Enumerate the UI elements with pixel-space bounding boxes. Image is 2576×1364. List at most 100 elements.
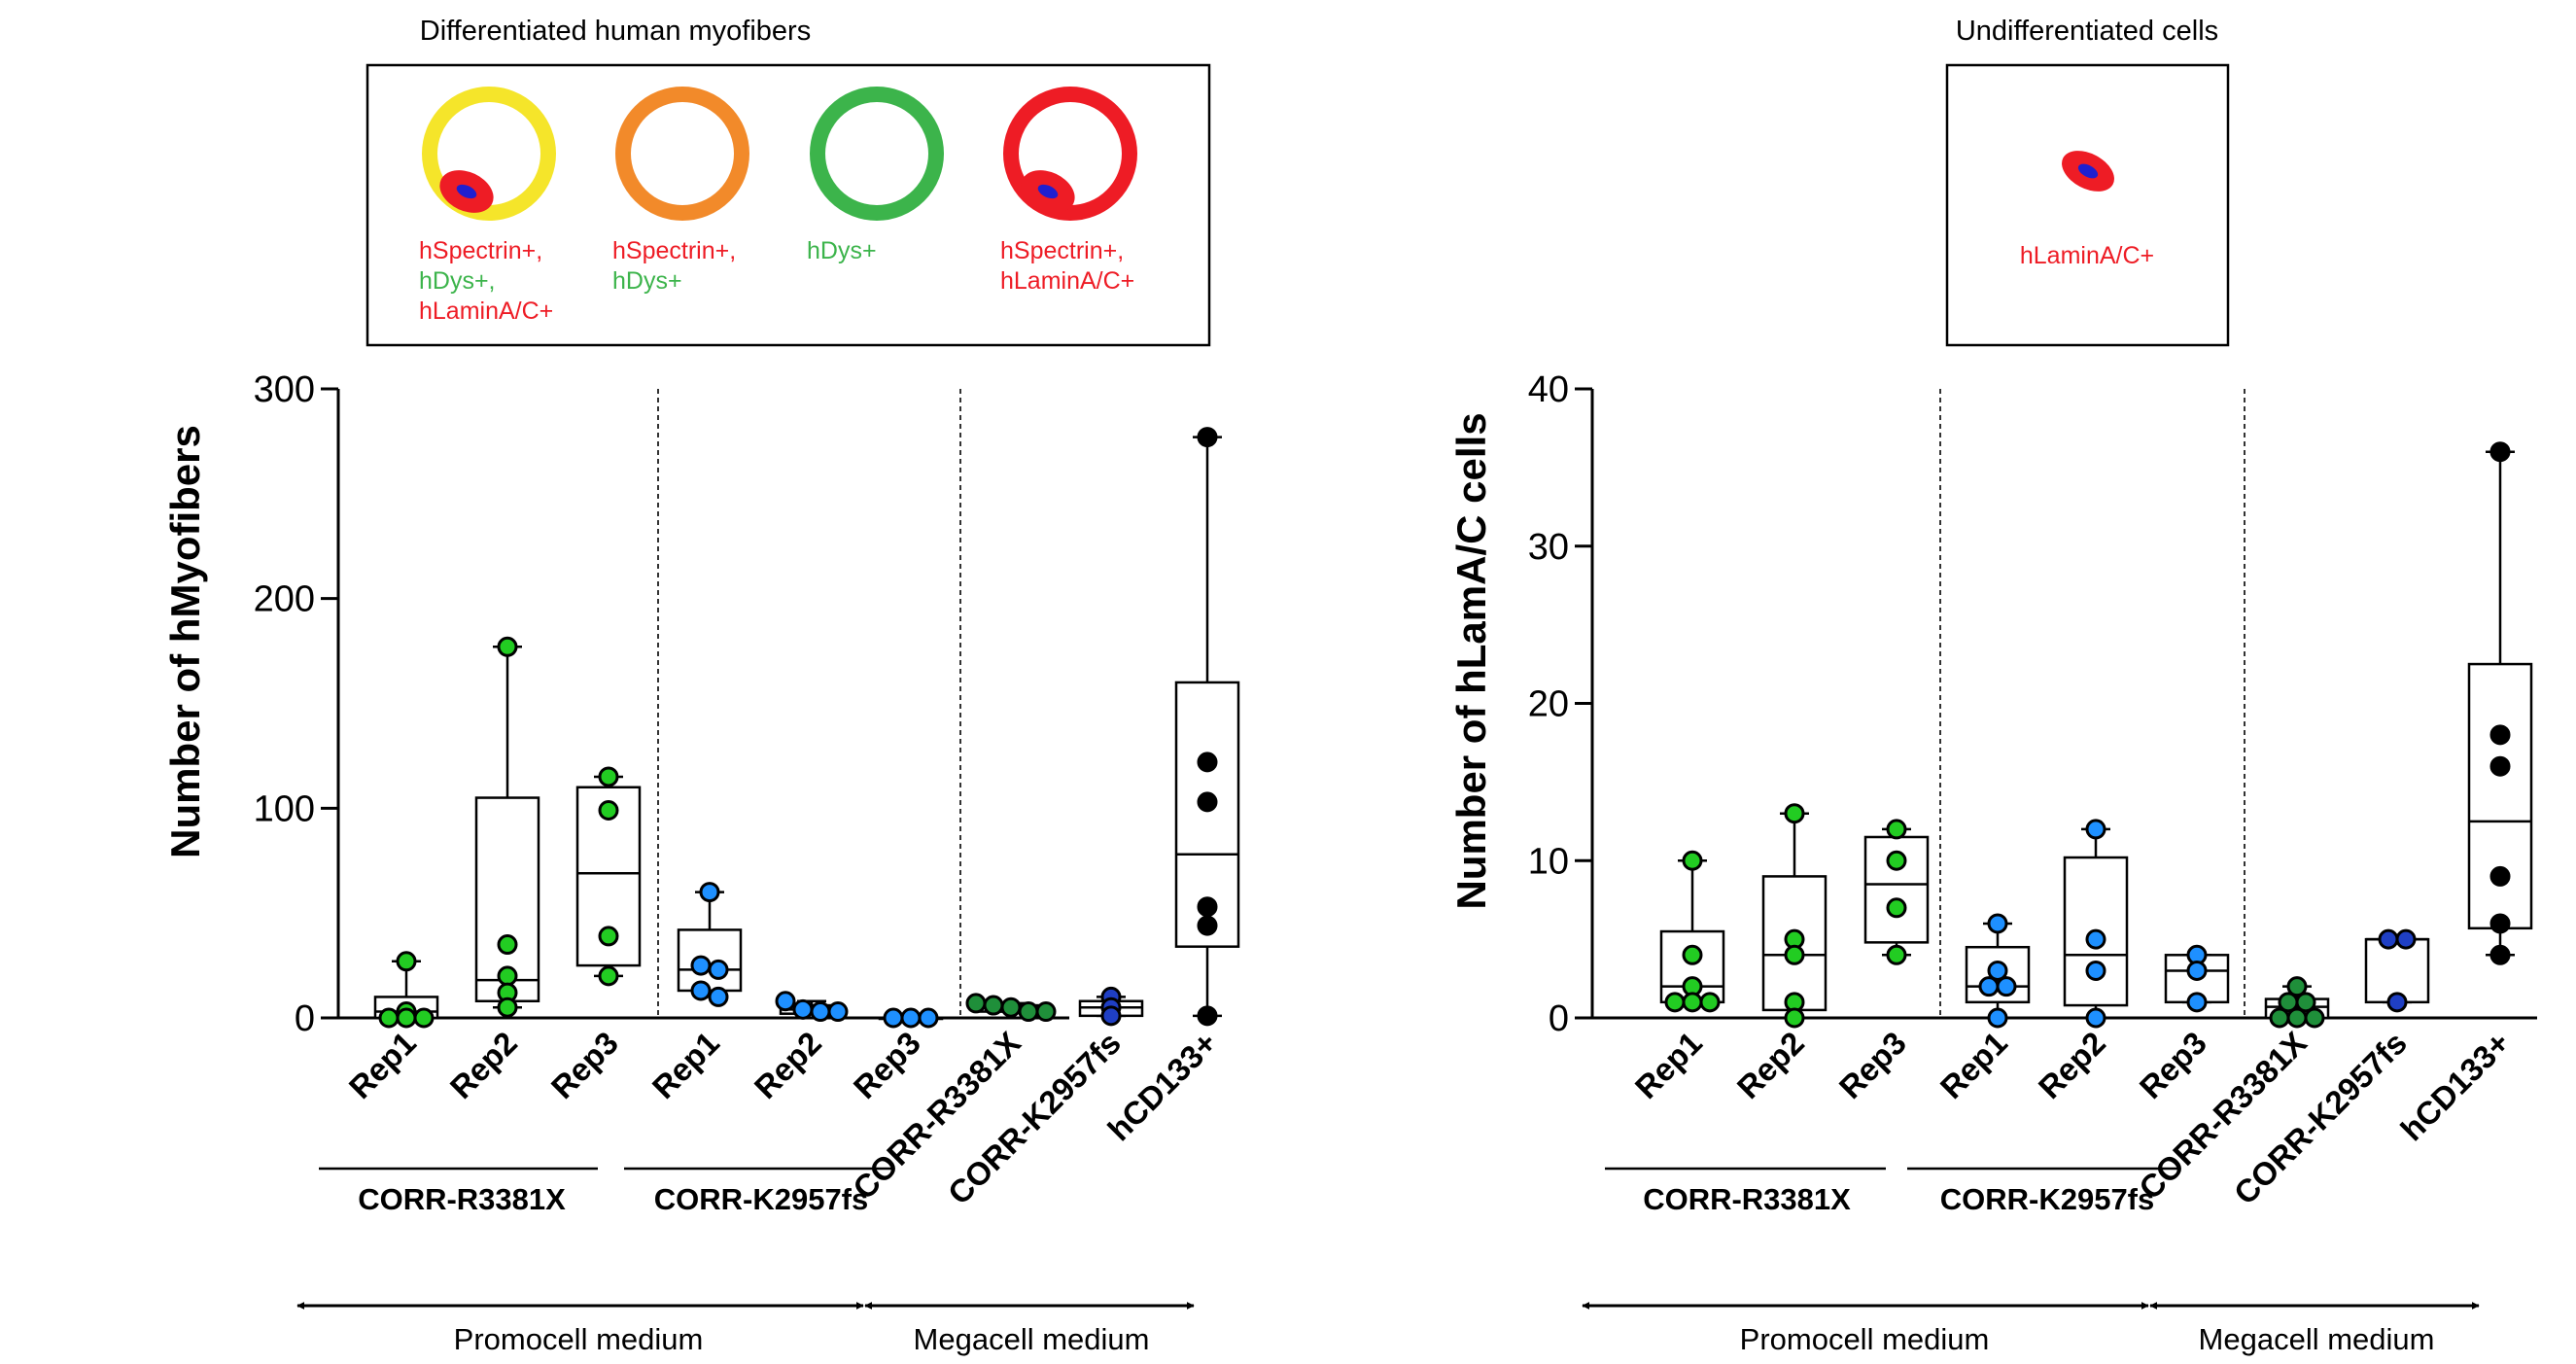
data-point xyxy=(1886,897,1907,919)
box-series xyxy=(1863,819,1930,965)
x-tick-label: CORR-K2957fs xyxy=(941,1025,1128,1211)
data-point xyxy=(1784,944,1805,965)
data-point xyxy=(2489,755,2511,777)
y-tick-label: 30 xyxy=(1528,527,1569,568)
data-point xyxy=(883,1007,904,1029)
data-point xyxy=(1197,1005,1218,1027)
box xyxy=(1174,681,1240,948)
data-point xyxy=(2286,976,2308,997)
y-axis-label: Number of hLamA/C cells xyxy=(1448,412,1494,909)
data-point xyxy=(1987,913,2008,934)
y-tick-label: 0 xyxy=(295,998,315,1039)
box-series xyxy=(2364,928,2430,1013)
data-point xyxy=(598,799,619,821)
data-point xyxy=(1100,1005,1122,1027)
data-point xyxy=(1886,850,1907,871)
promocell-label: Promocell medium xyxy=(1740,1322,1990,1356)
x-tick-label: Rep1 xyxy=(1628,1025,1709,1105)
box-series xyxy=(373,951,439,1029)
data-point xyxy=(2395,928,2417,950)
x-tick-label: Rep2 xyxy=(748,1025,828,1105)
x-tick-label: CORR-R3381X xyxy=(2132,1025,2314,1207)
data-point xyxy=(708,986,729,1007)
data-point xyxy=(1699,992,1721,1013)
data-point xyxy=(2304,1007,2325,1029)
cell-icon xyxy=(2062,151,2114,192)
data-point xyxy=(699,882,720,903)
box xyxy=(2364,937,2430,1004)
data-point xyxy=(1682,944,1703,965)
data-point xyxy=(2489,724,2511,746)
box-series xyxy=(2063,819,2129,1029)
y-tick-label: 300 xyxy=(254,369,315,410)
y-tick-label: 100 xyxy=(254,788,315,829)
legend-right-label: hLaminA/C+ xyxy=(2020,242,2154,269)
box-series xyxy=(474,636,540,1018)
y-tick-label: 40 xyxy=(1528,369,1569,410)
box-series xyxy=(1078,986,1144,1027)
data-point xyxy=(1197,896,1218,918)
box-series xyxy=(2164,944,2230,1013)
legend-right: Undifferentiated cells hLaminA/C+ xyxy=(1945,16,2230,347)
data-point xyxy=(1664,992,1686,1013)
legend-left-items: hSpectrin+,hDys+,hLaminA/C+hSpectrin+,hD… xyxy=(419,87,1137,325)
x-tick-label: Rep3 xyxy=(1832,1025,1913,1105)
data-point xyxy=(2489,913,2511,934)
data-point xyxy=(918,1007,939,1029)
box-series xyxy=(575,766,642,987)
group-label-corr-k2957fs: CORR-K2957fs xyxy=(654,1182,869,1216)
data-point xyxy=(965,993,987,1014)
data-point xyxy=(1996,976,2017,997)
megacell-label: Megacell medium xyxy=(914,1322,1150,1356)
data-point xyxy=(1197,791,1218,813)
data-point xyxy=(690,980,712,1001)
data-point xyxy=(2085,819,2106,840)
data-point xyxy=(1784,803,1805,824)
legend-item-text: hDys+ xyxy=(612,267,682,295)
x-tick-label: CORR-R3381X xyxy=(846,1025,1027,1207)
green-ring-icon xyxy=(810,87,944,221)
data-point xyxy=(396,951,417,972)
nucleus-icon xyxy=(456,184,477,199)
y-tick-label: 20 xyxy=(1528,684,1569,725)
legend-right-title: Undifferentiated cells xyxy=(1956,16,2218,47)
legend-left: Differentiated human myofibers hSpectrin… xyxy=(366,16,1211,347)
data-point xyxy=(2269,1007,2290,1029)
box-series xyxy=(1761,803,1828,1029)
box-series xyxy=(1174,427,1240,1027)
legend-item-text: hDys+, xyxy=(419,267,496,295)
legend-right-frame xyxy=(1945,63,2230,347)
box-series xyxy=(2467,441,2533,965)
data-point xyxy=(2489,865,2511,887)
legend-left-title: Differentiated human myofibers xyxy=(420,16,811,47)
data-point xyxy=(1682,850,1703,871)
y-tick-label: 0 xyxy=(1549,998,1569,1039)
data-point xyxy=(2286,1007,2308,1029)
legend-item-text: hLaminA/C+ xyxy=(1000,267,1134,295)
data-point xyxy=(775,991,796,1012)
box-series xyxy=(1965,913,2031,1029)
group-label-corr-r3381x: CORR-R3381X xyxy=(1643,1182,1851,1216)
data-point xyxy=(1000,997,1022,1018)
legend-item-text: hDys+ xyxy=(807,237,877,264)
data-point xyxy=(2186,992,2208,1013)
y-tick-label: 10 xyxy=(1528,841,1569,882)
x-tick-label: Rep1 xyxy=(645,1025,726,1105)
data-point xyxy=(598,766,619,787)
data-point xyxy=(2378,928,2399,950)
group-label-corr-r3381x: CORR-R3381X xyxy=(358,1182,566,1216)
legend-left-frame xyxy=(366,63,1211,347)
data-point xyxy=(690,955,712,976)
box xyxy=(2467,662,2533,930)
data-point xyxy=(1682,992,1703,1013)
data-point xyxy=(598,965,619,987)
box-series xyxy=(878,1007,944,1029)
y-tick-label: 200 xyxy=(254,579,315,620)
data-point xyxy=(1035,1001,1057,1023)
data-point xyxy=(1987,960,2008,981)
y-axis-label: Number of hMyofibers xyxy=(162,425,208,858)
data-point xyxy=(497,965,518,987)
